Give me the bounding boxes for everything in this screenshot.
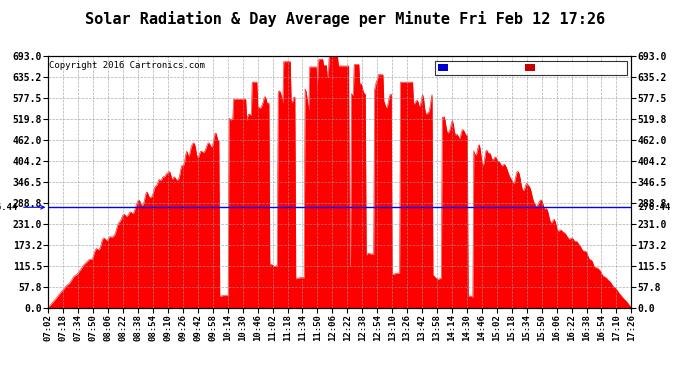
Legend: Median (w/m2), Radiation (w/m2): Median (w/m2), Radiation (w/m2) — [435, 61, 627, 75]
Text: Copyright 2016 Cartronics.com: Copyright 2016 Cartronics.com — [50, 61, 206, 70]
Text: 276.44: 276.44 — [0, 203, 44, 212]
Text: 276.44: 276.44 — [638, 203, 671, 212]
Text: Solar Radiation & Day Average per Minute Fri Feb 12 17:26: Solar Radiation & Day Average per Minute… — [85, 11, 605, 27]
